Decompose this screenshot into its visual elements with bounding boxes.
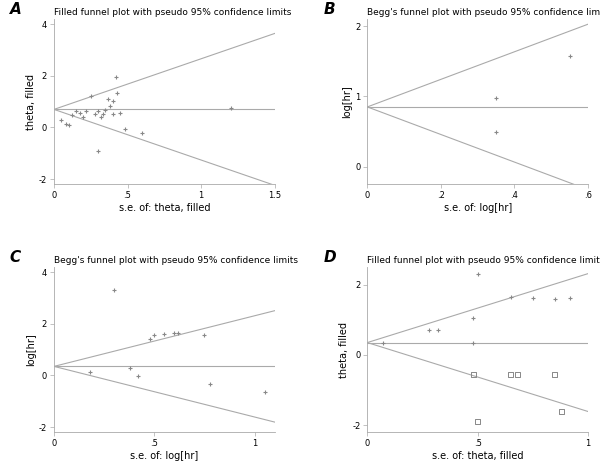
Text: Begg's funnel plot with pseudo 95% confidence limits: Begg's funnel plot with pseudo 95% confi…: [54, 256, 298, 265]
Y-axis label: log[hr]: log[hr]: [26, 333, 36, 366]
Point: [469, 370, 478, 378]
Point: [512, 370, 522, 378]
Point: [550, 370, 560, 378]
Text: A: A: [10, 2, 22, 18]
Point: [108, 110, 118, 118]
Point: [550, 295, 560, 303]
Point: [469, 314, 478, 322]
Point: [565, 52, 574, 60]
X-axis label: s.e. of: theta, filled: s.e. of: theta, filled: [119, 203, 210, 213]
Point: [94, 107, 103, 114]
Point: [469, 339, 478, 346]
Point: [85, 369, 95, 376]
Y-axis label: theta, filled: theta, filled: [26, 74, 36, 130]
X-axis label: s.e. of: log[hr]: s.e. of: log[hr]: [130, 451, 199, 461]
Point: [491, 95, 501, 102]
Point: [149, 332, 159, 339]
Point: [109, 286, 119, 294]
Point: [424, 326, 434, 334]
Point: [120, 125, 130, 133]
Y-axis label: theta, filled: theta, filled: [340, 322, 349, 378]
Point: [433, 326, 443, 333]
Point: [76, 109, 85, 117]
Text: Filled funnel plot with pseudo 95% confidence limits: Filled funnel plot with pseudo 95% confi…: [367, 256, 600, 265]
Point: [506, 293, 515, 301]
Point: [557, 408, 566, 415]
Point: [115, 109, 125, 117]
Point: [566, 294, 575, 302]
Text: B: B: [323, 2, 335, 18]
Point: [260, 389, 269, 396]
Text: Begg's funnel plot with pseudo 95% confidence limits: Begg's funnel plot with pseudo 95% confi…: [367, 8, 600, 17]
Point: [79, 113, 88, 121]
Point: [98, 110, 107, 118]
Point: [528, 294, 538, 302]
Point: [473, 270, 482, 278]
Point: [94, 147, 103, 154]
Point: [111, 73, 121, 81]
Point: [86, 92, 95, 100]
Point: [125, 364, 135, 372]
Point: [56, 116, 66, 124]
Point: [104, 95, 113, 103]
Point: [200, 332, 209, 339]
Text: Filled funnel plot with pseudo 95% confidence limits: Filled funnel plot with pseudo 95% confi…: [54, 8, 292, 17]
Point: [226, 104, 235, 112]
Point: [61, 121, 71, 128]
Point: [71, 108, 81, 115]
Point: [133, 372, 143, 380]
Point: [67, 111, 76, 118]
Point: [101, 106, 110, 114]
Text: C: C: [10, 250, 21, 266]
Point: [137, 129, 147, 137]
Point: [170, 329, 179, 337]
X-axis label: s.e. of: log[hr]: s.e. of: log[hr]: [443, 203, 512, 213]
Point: [112, 89, 122, 96]
Point: [173, 329, 183, 337]
Point: [378, 339, 388, 346]
Point: [206, 380, 215, 388]
X-axis label: s.e. of: theta, filled: s.e. of: theta, filled: [432, 451, 523, 461]
Point: [91, 110, 100, 118]
Y-axis label: log[hr]: log[hr]: [343, 86, 352, 118]
Text: D: D: [323, 250, 336, 266]
Point: [108, 97, 118, 105]
Point: [145, 335, 155, 342]
Point: [160, 330, 169, 337]
Point: [82, 108, 91, 115]
Point: [506, 370, 515, 378]
Point: [473, 418, 482, 426]
Point: [491, 128, 501, 135]
Point: [96, 113, 106, 121]
Point: [105, 103, 115, 110]
Point: [64, 122, 74, 129]
